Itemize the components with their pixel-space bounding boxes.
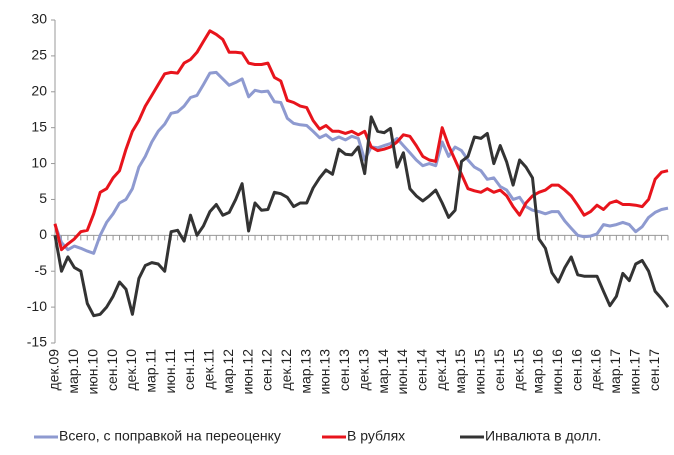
x-tick-label: июн.13 <box>317 349 333 395</box>
x-tick-label: сен.16 <box>568 349 584 391</box>
y-tick-label: -10 <box>27 298 47 314</box>
x-tick-label: сен.14 <box>414 349 430 391</box>
x-tick-label: мар.17 <box>607 349 623 394</box>
x-tick-label: дек.11 <box>201 349 217 390</box>
series-line <box>53 115 670 318</box>
legend-label: Инвалюта в долл. <box>485 428 601 444</box>
x-tick-label: дек.14 <box>433 349 449 391</box>
x-tick-label: мар.11 <box>142 349 158 393</box>
x-tick-label: июн.14 <box>394 349 410 395</box>
x-tick-label: дек.13 <box>355 349 371 391</box>
y-tick-label: -5 <box>35 262 48 278</box>
y-tick-label: 10 <box>31 154 47 170</box>
legend-label: В рублях <box>347 428 405 444</box>
x-tick-label: дек.16 <box>588 349 604 391</box>
x-tick-label: июн.15 <box>472 349 488 395</box>
x-tick-label: июн.11 <box>162 349 178 394</box>
x-tick-label: дек.15 <box>510 349 526 391</box>
y-tick-label: 0 <box>39 226 47 242</box>
x-tick-label: сен.11 <box>181 349 197 390</box>
y-tick-label: 25 <box>31 47 47 63</box>
series-line <box>53 70 669 255</box>
x-tick-label: сен.13 <box>336 349 352 391</box>
x-tick-label: сен.10 <box>104 349 120 391</box>
legend-label: Всего, с поправкой на переоценку <box>59 428 281 444</box>
x-tick-label: июн.10 <box>84 349 100 395</box>
x-tick-label: мар.14 <box>375 349 391 394</box>
x-tick-label: июн.17 <box>626 349 642 395</box>
x-tick-label: дек.12 <box>278 349 294 391</box>
series-line <box>53 29 669 252</box>
y-tick-label: 5 <box>39 190 47 206</box>
y-tick-label: 15 <box>31 118 47 134</box>
x-tick-label: сен.17 <box>646 349 662 391</box>
x-tick-label: июн.12 <box>239 349 255 395</box>
x-tick-label: сен.15 <box>491 349 507 391</box>
x-tick-label: мар.15 <box>452 349 468 394</box>
x-tick-label: июн.16 <box>549 349 565 395</box>
x-tick-label: мар.13 <box>297 349 313 394</box>
x-tick-label: сен.12 <box>259 349 275 391</box>
x-tick-label: мар.10 <box>65 349 81 394</box>
y-tick-label: -15 <box>27 334 47 350</box>
x-tick-label: дек.10 <box>123 349 139 391</box>
x-tick-label: мар.16 <box>530 349 546 394</box>
y-tick-label: 20 <box>31 82 47 98</box>
y-tick-label: 30 <box>31 11 47 27</box>
x-tick-label: мар.12 <box>220 349 236 394</box>
x-tick-label: дек.09 <box>46 349 62 391</box>
